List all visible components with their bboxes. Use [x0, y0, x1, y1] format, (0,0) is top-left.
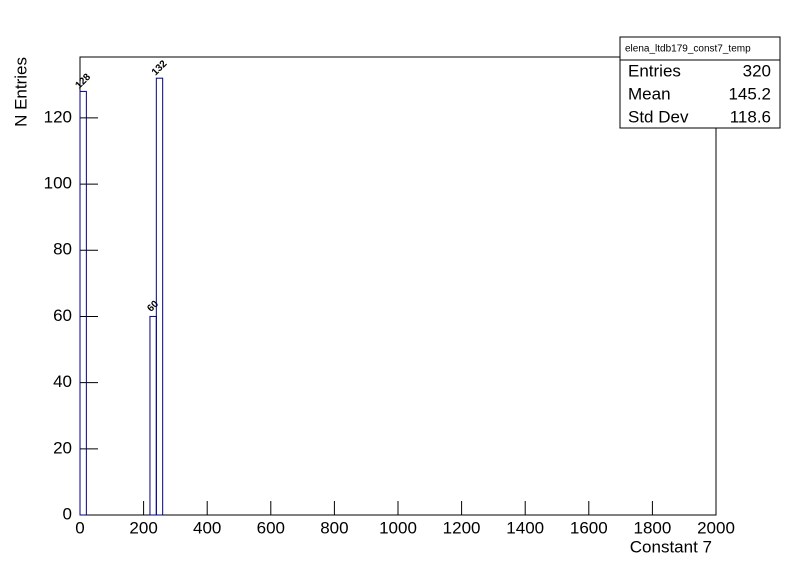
x-tick-label: 1800 — [633, 518, 671, 537]
y-tick-label: 20 — [53, 438, 72, 457]
y-tick-label: 100 — [44, 174, 72, 193]
bar-value-label: 60 — [145, 298, 161, 314]
bar-value-label: 132 — [150, 58, 170, 78]
x-tick-label: 800 — [320, 518, 348, 537]
x-tick-label: 600 — [257, 518, 285, 537]
stats-value: 145.2 — [728, 84, 771, 103]
stats-value: 320 — [743, 61, 771, 80]
x-tick-label: 1200 — [443, 518, 481, 537]
stats-name: Std Dev — [628, 107, 689, 126]
bar-value-label: 128 — [73, 71, 93, 91]
x-tick-label: 0 — [75, 518, 84, 537]
bar — [79, 90, 87, 516]
y-axis-title: N Entries — [11, 57, 30, 127]
stats-name: Mean — [628, 84, 671, 103]
y-tick-label: 60 — [53, 306, 72, 325]
y-tick-label: 0 — [63, 504, 72, 523]
stats-name: Entries — [628, 61, 681, 80]
stats-value: 118.6 — [730, 107, 771, 126]
stats-box — [619, 36, 781, 129]
x-tick-label: 1600 — [570, 518, 608, 537]
y-tick-label: 120 — [44, 107, 72, 126]
y-tick-label: 40 — [53, 372, 72, 391]
x-tick-label: 1000 — [379, 518, 417, 537]
x-axis-title: Constant 7 — [630, 537, 712, 556]
bar — [155, 77, 164, 516]
x-tick-label: 2000 — [697, 518, 735, 537]
x-tick-label: 400 — [193, 518, 221, 537]
bar — [149, 315, 157, 516]
y-tick-label: 80 — [53, 240, 72, 259]
x-tick-label: 200 — [129, 518, 157, 537]
stats-title: elena_ltdb179_const7_temp — [625, 44, 751, 55]
x-tick-label: 1400 — [506, 518, 544, 537]
